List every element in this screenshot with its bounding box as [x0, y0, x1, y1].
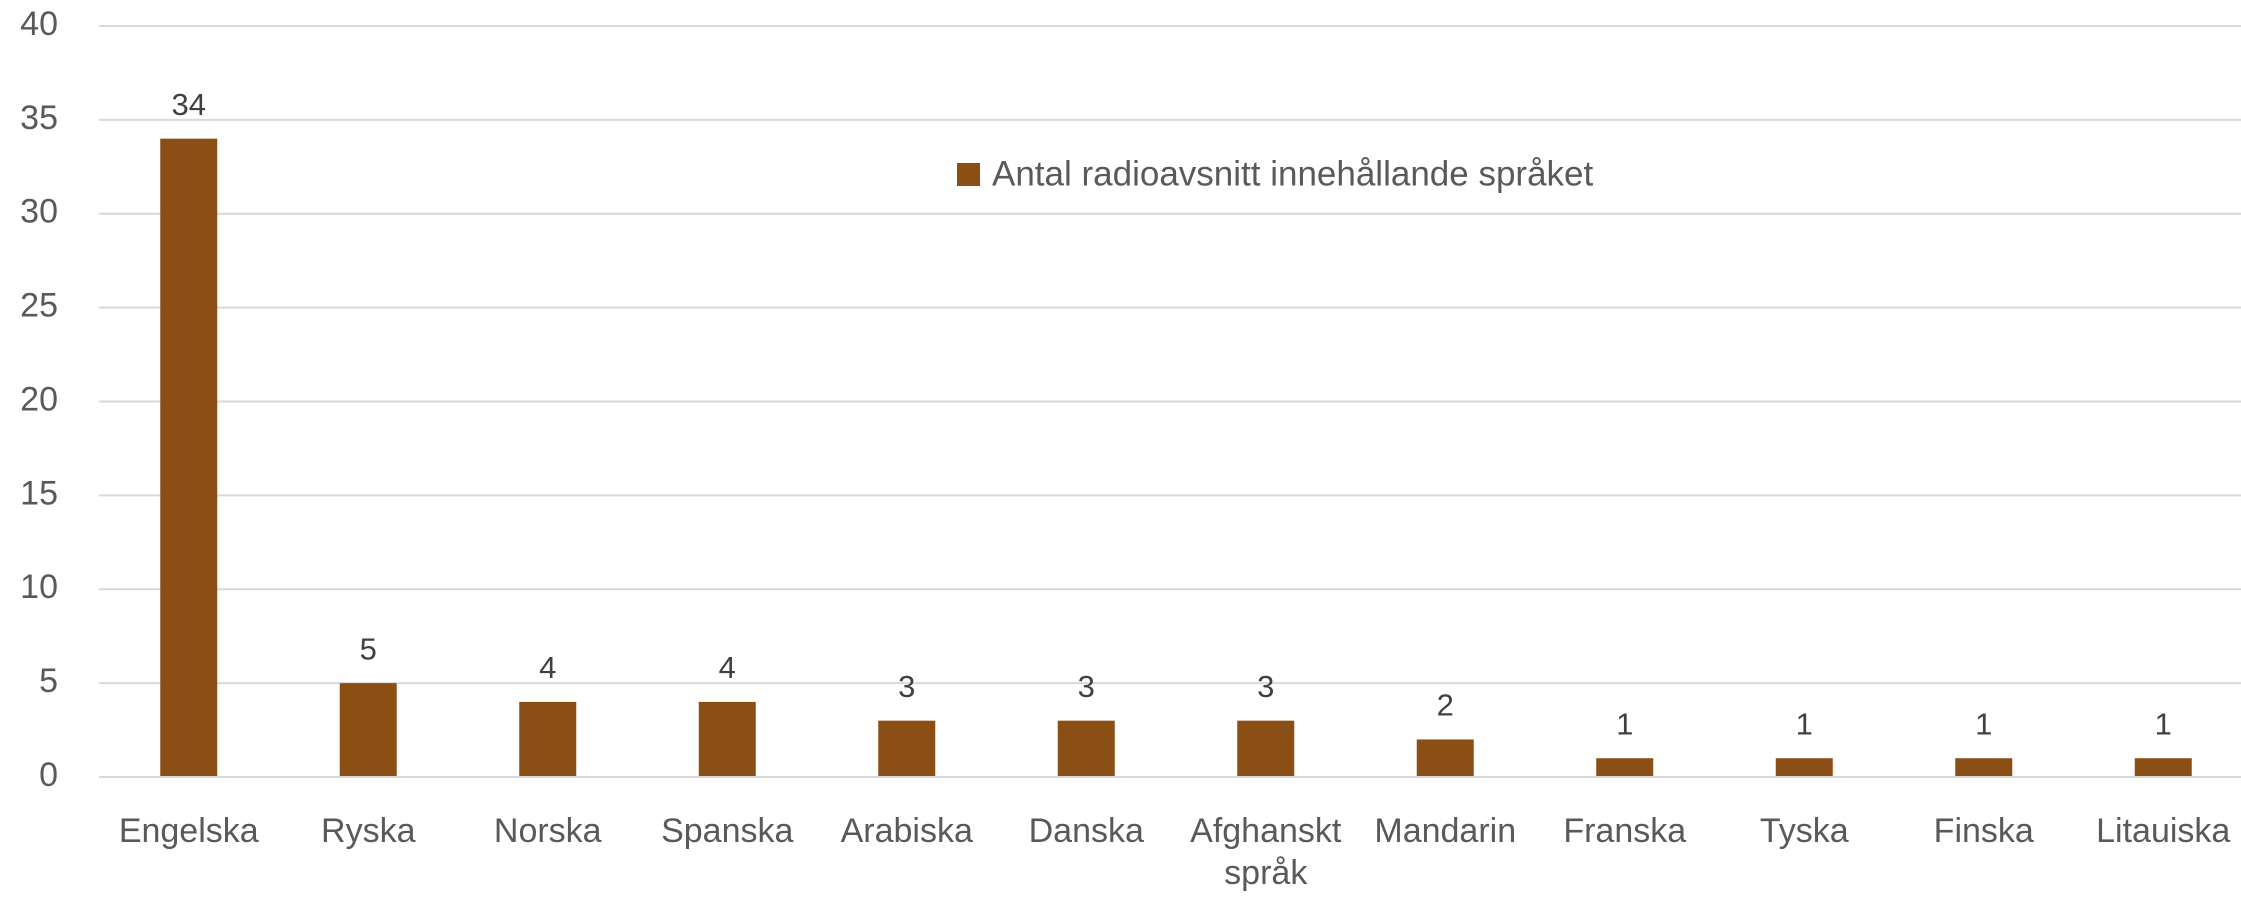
data-label: 2	[1437, 688, 1454, 723]
bar	[1775, 758, 1833, 777]
x-tick-label: Mandarin	[1374, 812, 1517, 850]
x-tick-label: Engelska	[118, 812, 259, 850]
bar	[519, 701, 577, 777]
data-label: 1	[2155, 706, 2172, 741]
bar	[160, 138, 218, 777]
bar	[1057, 720, 1115, 777]
data-label: 5	[360, 631, 377, 666]
y-tick-label: 40	[20, 5, 58, 43]
data-label: 34	[172, 87, 206, 122]
data-label: 1	[1616, 706, 1633, 741]
y-tick-label: 15	[20, 474, 58, 512]
y-tick-label: 10	[20, 568, 58, 606]
y-tick-label: 0	[39, 756, 58, 794]
bar	[1237, 720, 1295, 777]
data-label: 1	[1796, 706, 1813, 741]
data-label: 4	[539, 650, 556, 685]
x-tick-label: Spanska	[661, 812, 794, 850]
bar	[1955, 758, 2013, 777]
x-tick-label: Finska	[1933, 812, 2034, 850]
data-label: 4	[719, 650, 736, 685]
bar	[1416, 739, 1474, 777]
x-tick-label: Litauiska	[2096, 812, 2231, 850]
y-tick-label: 30	[20, 193, 58, 231]
data-label: 3	[1078, 669, 1095, 704]
x-tick-label: Ryska	[321, 812, 416, 850]
data-label: 1	[1975, 706, 1992, 741]
x-tick-label: Tyska	[1759, 812, 1849, 850]
x-tick-label: Arabiska	[840, 812, 973, 850]
data-label: 3	[1257, 669, 1274, 704]
y-tick-label: 20	[20, 380, 58, 418]
y-tick-label: 35	[20, 99, 58, 137]
data-label: 3	[898, 669, 915, 704]
bar	[698, 701, 756, 777]
legend-label: Antal radioavsnitt innehållande språket	[992, 154, 1593, 193]
y-tick-label: 5	[39, 662, 58, 700]
y-tick-label: 25	[20, 287, 58, 325]
bar	[2134, 758, 2192, 777]
bar	[339, 683, 397, 777]
x-tick-label: Afghanskt språk	[1190, 812, 1342, 892]
bar	[1596, 758, 1654, 777]
legend-swatch	[957, 163, 980, 186]
x-tick-label: Franska	[1563, 812, 1687, 850]
x-tick-label: Norska	[493, 812, 602, 850]
x-tick-label: Danska	[1028, 812, 1144, 850]
bar	[878, 720, 936, 777]
